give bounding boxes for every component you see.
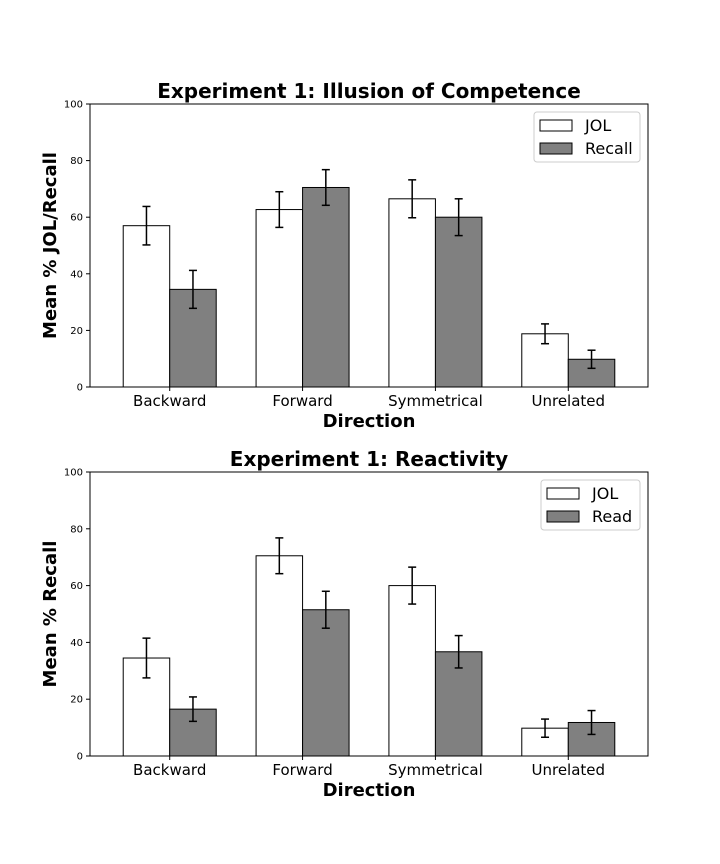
bar-jol-forward bbox=[255, 209, 304, 388]
bar-jol-forward bbox=[255, 555, 304, 757]
bar-read-symmetrical bbox=[434, 651, 483, 757]
x-tick-label: Unrelated bbox=[532, 761, 606, 779]
y-tick-label: 40 bbox=[70, 638, 83, 649]
bar-jol-symmetrical bbox=[388, 585, 436, 757]
legend-label-jol: JOL bbox=[591, 484, 618, 503]
y-tick-label: 0 bbox=[77, 752, 83, 763]
plot-frame bbox=[89, 471, 649, 757]
x-tick-label: Forward bbox=[272, 761, 332, 779]
bar-jol-backward bbox=[122, 225, 171, 388]
x-axis-label: Direction bbox=[323, 411, 416, 432]
legend-label-recall: Recall bbox=[585, 139, 633, 158]
legend-swatch-read bbox=[546, 510, 580, 523]
bar-read-forward bbox=[302, 609, 350, 757]
x-tick-label: Backward bbox=[133, 392, 206, 410]
x-tick-label: Symmetrical bbox=[388, 392, 483, 410]
bar-recall-symmetrical bbox=[434, 216, 483, 388]
x-tick-label: Symmetrical bbox=[388, 761, 483, 779]
chart-2: Experiment 1: Reactivity 0 20 40 60 80 100 Back… bbox=[40, 447, 649, 801]
chart-1: Experiment 1: Illusion of Competence 0 20 4… bbox=[40, 79, 649, 432]
y-tick-label: 80 bbox=[70, 156, 83, 167]
chart-title: Experiment 1: Reactivity bbox=[230, 447, 508, 471]
legend-swatch-jol bbox=[539, 119, 573, 132]
y-tick-label: 40 bbox=[70, 269, 83, 280]
x-tick-label: Forward bbox=[272, 392, 332, 410]
legend-label-read: Read bbox=[592, 507, 632, 526]
y-tick-label: 100 bbox=[64, 100, 83, 111]
chart-title: Experiment 1: Illusion of Competence bbox=[157, 79, 581, 103]
y-tick-label: 60 bbox=[70, 213, 83, 224]
y-tick-label: 20 bbox=[70, 695, 83, 706]
y-tick-label: 60 bbox=[70, 581, 83, 592]
legend-swatch-recall bbox=[539, 142, 573, 155]
legend-label-jol: JOL bbox=[584, 116, 611, 135]
y-axis-label: Mean % JOL/Recall bbox=[40, 152, 61, 339]
legend: JOL Read bbox=[540, 479, 641, 531]
y-axis-label: Mean % Recall bbox=[40, 541, 61, 688]
x-axis-label: Direction bbox=[323, 780, 416, 801]
x-tick-label: Unrelated bbox=[532, 392, 606, 410]
x-tick-label: Backward bbox=[133, 761, 206, 779]
bar-recall-forward bbox=[302, 186, 350, 388]
y-tick-label: 0 bbox=[77, 383, 83, 394]
plot-frame bbox=[89, 103, 649, 388]
legend-swatch-jol bbox=[546, 487, 580, 500]
y-tick-label: 80 bbox=[70, 524, 83, 535]
legend: JOL Recall bbox=[533, 111, 641, 163]
bar-jol-symmetrical bbox=[388, 198, 436, 388]
y-tick-label: 100 bbox=[64, 468, 83, 479]
y-tick-label: 20 bbox=[70, 326, 83, 337]
